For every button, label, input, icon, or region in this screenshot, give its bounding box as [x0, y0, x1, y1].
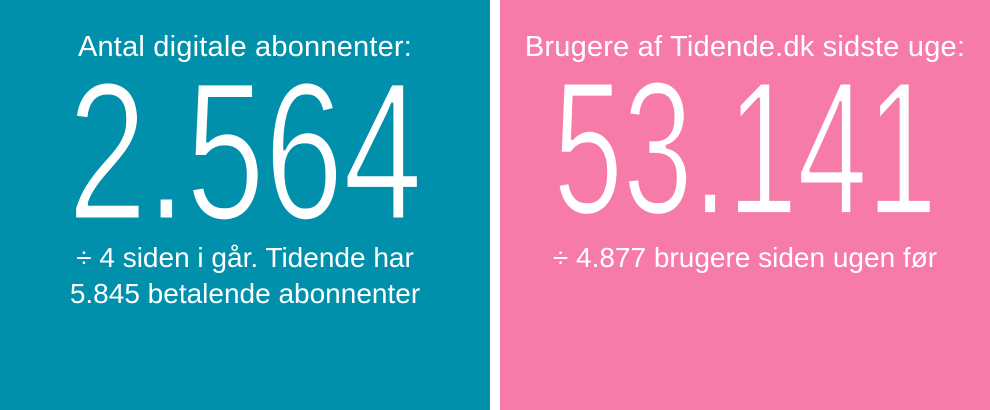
svg-text:2.564: 2.564: [68, 58, 422, 223]
svg-text:53.141: 53.141: [553, 58, 937, 223]
